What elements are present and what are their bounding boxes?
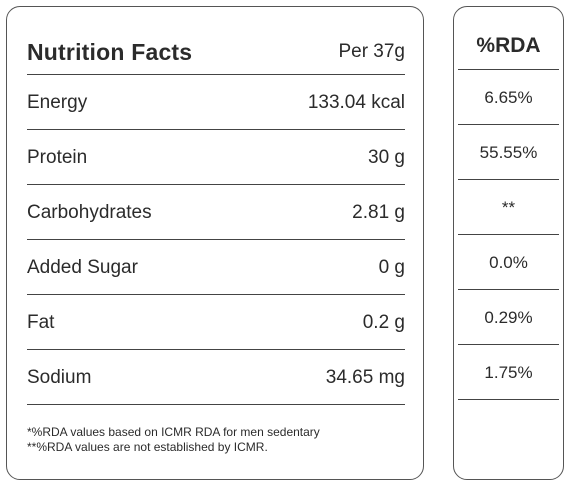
rda-value: 55.55% [479,142,538,162]
rda-row-sodium: 1.75% [458,345,559,400]
divider [27,239,405,240]
nutrition-facts-panel: Nutrition Facts Per 37g Energy 133.04 kc… [6,6,424,480]
nutrient-row-protein: Protein 30 g [27,130,405,185]
nutrient-row-added-sugar: Added Sugar 0 g [27,240,405,295]
divider [27,404,405,405]
divider [458,234,559,235]
nutrient-value: 34.65 mg [325,366,405,388]
divider [458,179,559,180]
nutrient-row-energy: Energy 133.04 kcal [27,75,405,130]
nutrient-label: Energy [27,91,88,113]
rda-row-carbohydrates: ** [458,180,559,235]
rda-row-energy: 6.65% [458,70,559,125]
rda-title: %RDA [476,33,541,57]
facts-header: Nutrition Facts Per 37g [27,29,405,75]
divider [27,349,405,350]
rda-panel: %RDA 6.65% 55.55% ** 0.0% 0.29% 1.75% [453,6,564,480]
rda-header: %RDA [458,21,559,70]
rda-row-protein: 55.55% [458,125,559,180]
divider [27,184,405,185]
nutrient-value: 2.81 g [352,201,405,223]
rda-value: ** [501,197,516,217]
divider [27,74,405,75]
nutrient-label: Carbohydrates [27,201,152,223]
rda-row-fat: 0.29% [458,290,559,345]
rda-value: 0.29% [484,307,533,327]
nutrient-value: 0.2 g [362,311,405,333]
divider [27,294,405,295]
rda-value: 1.75% [484,362,533,382]
divider [458,399,559,400]
serving-size: Per 37g [338,41,405,62]
rda-row-added-sugar: 0.0% [458,235,559,290]
nutrient-value: 30 g [368,146,405,168]
divider [458,289,559,290]
nutrient-row-carbohydrates: Carbohydrates 2.81 g [27,185,405,240]
footnote-rda-basis: *%RDA values based on ICMR RDA for men s… [27,425,320,439]
nutrient-value: 133.04 kcal [307,91,405,113]
footnote-rda-not-established: **%RDA values are not established by ICM… [27,440,268,454]
nutrient-value: 0 g [378,256,405,278]
nutrient-row-sodium: Sodium 34.65 mg [27,350,405,405]
nutrient-label: Added Sugar [27,256,138,278]
facts-title: Nutrition Facts [27,38,193,65]
divider [458,69,559,70]
divider [27,129,405,130]
rda-value: 6.65% [484,87,533,107]
nutrient-label: Protein [27,146,88,168]
divider [458,124,559,125]
nutrient-label: Fat [27,311,55,333]
rda-value: 0.0% [489,252,528,272]
nutrient-label: Sodium [27,366,92,388]
nutrient-row-fat: Fat 0.2 g [27,295,405,350]
divider [458,344,559,345]
